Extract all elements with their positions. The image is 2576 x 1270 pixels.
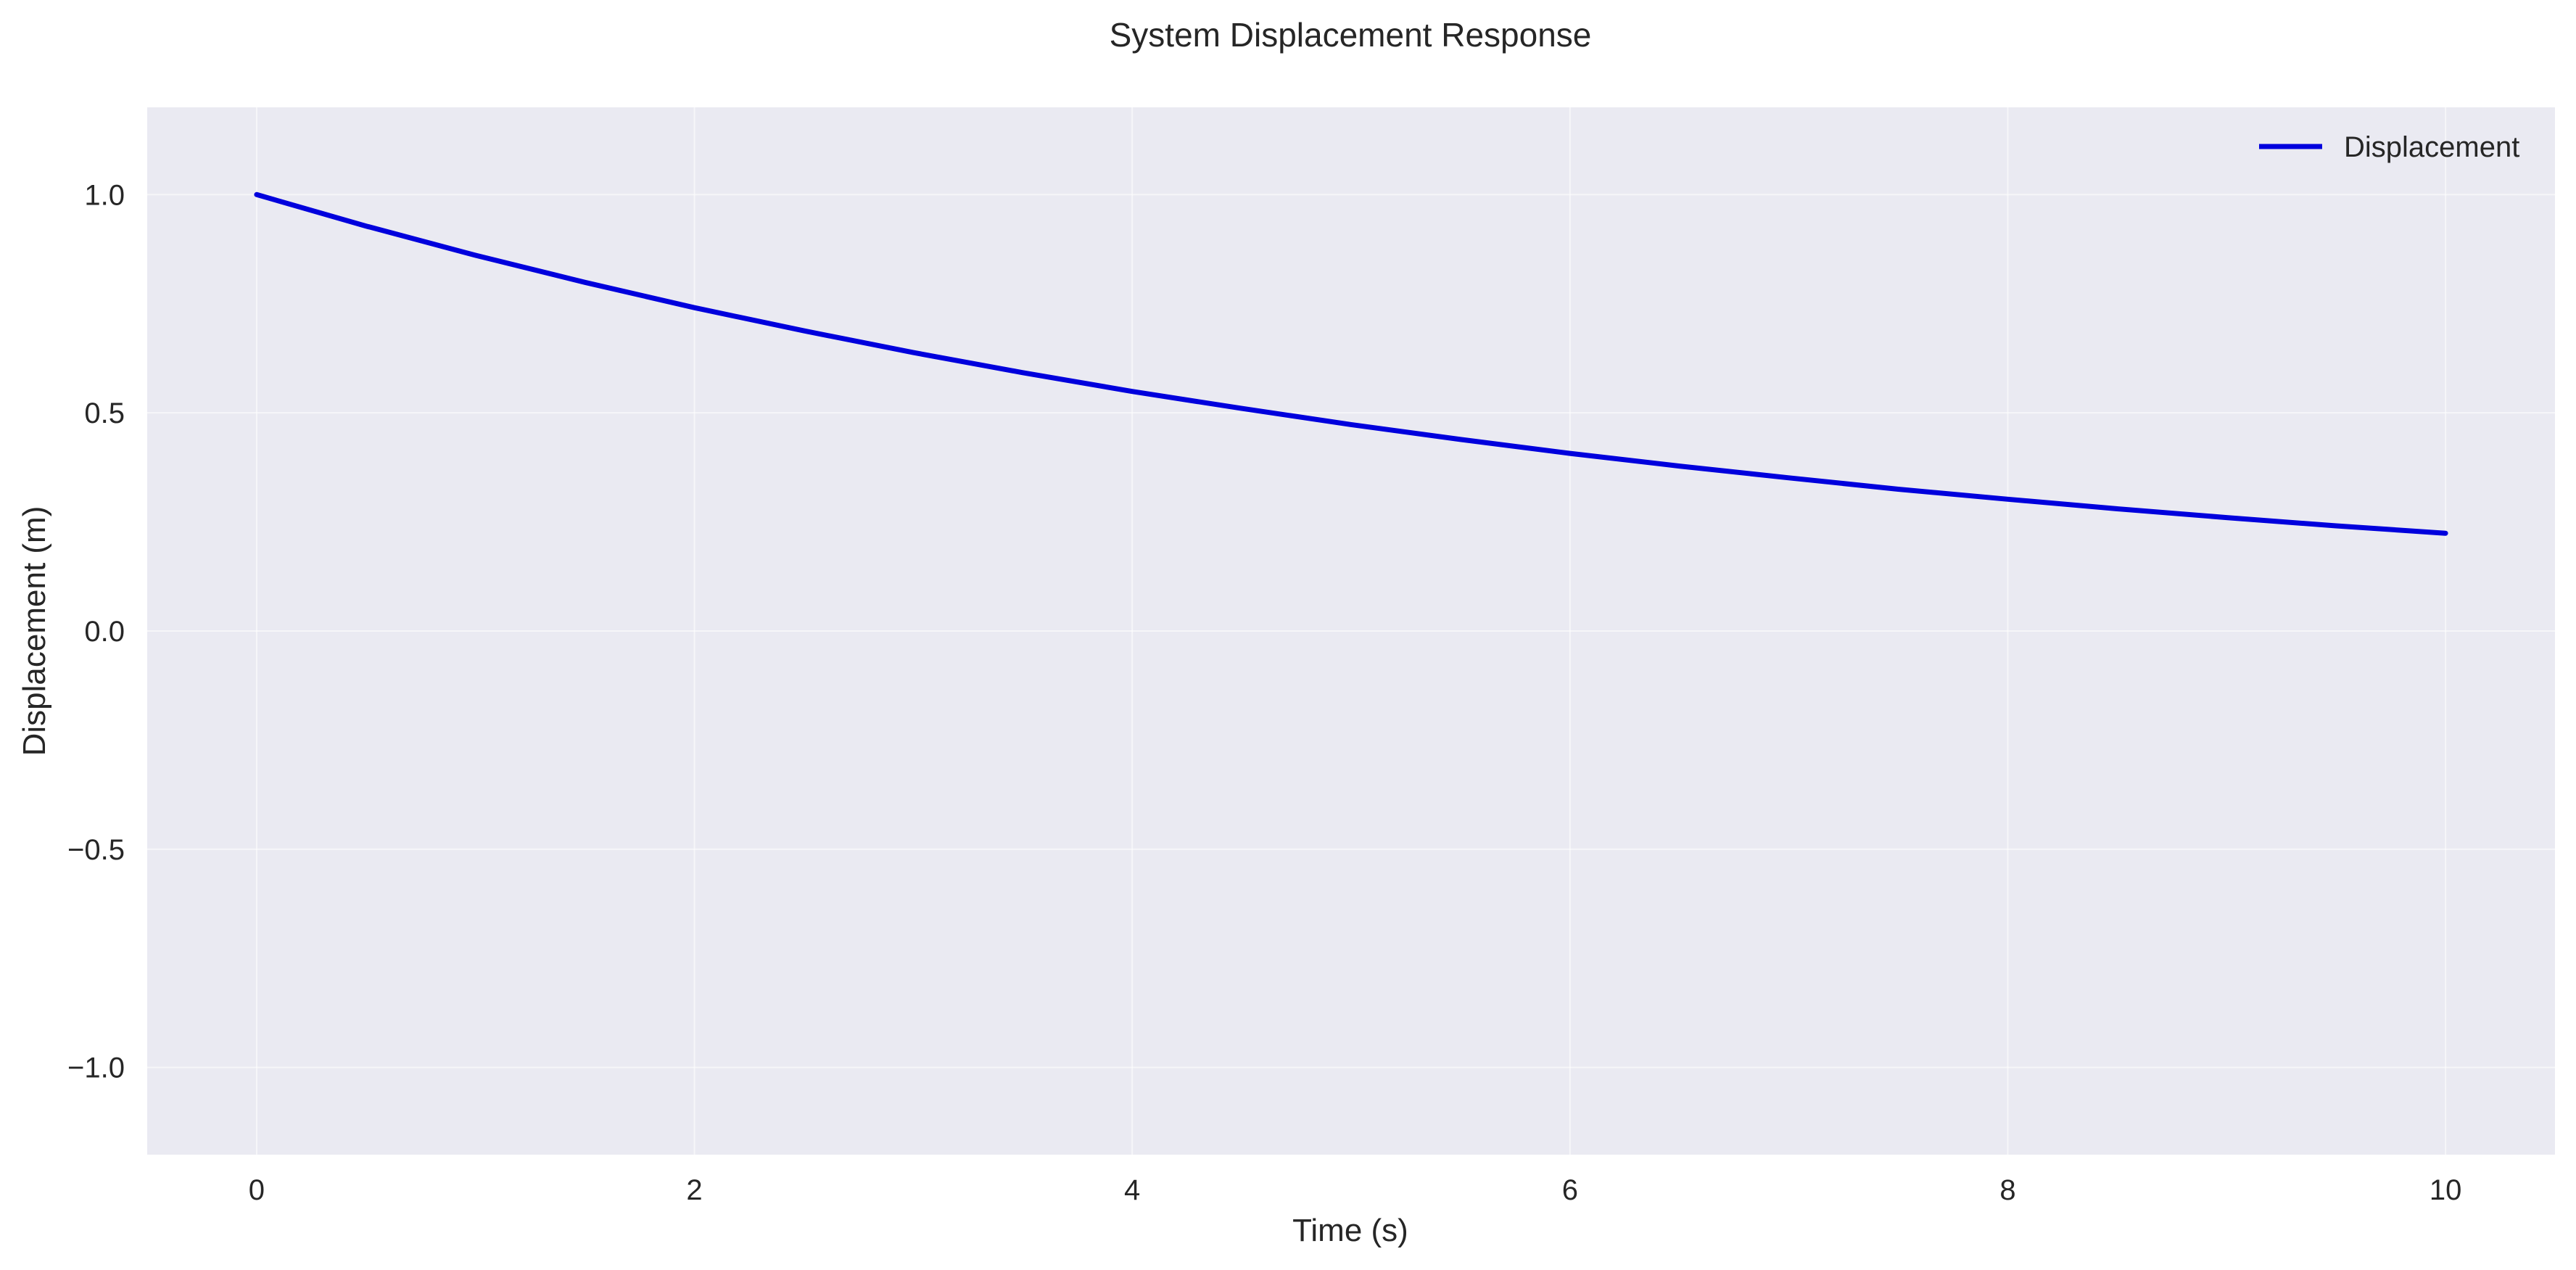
x-tick-label: 6 [1562, 1174, 1578, 1206]
grid-lines [147, 107, 2555, 1155]
legend: Displacement [2259, 131, 2519, 163]
y-tick-label: 0.0 [84, 616, 125, 648]
x-axis-label: Time (s) [1292, 1213, 1408, 1248]
y-tick-label: −1.0 [67, 1052, 125, 1084]
y-tick-label: 0.5 [84, 397, 125, 429]
y-tick-label: 1.0 [84, 179, 125, 211]
x-tick-label: 0 [249, 1174, 265, 1206]
x-tick-label: 10 [2430, 1174, 2462, 1206]
chart-title: System Displacement Response [1110, 16, 1592, 54]
series-line-displacement [254, 191, 2448, 536]
x-tick-label: 2 [686, 1174, 702, 1206]
y-axis-label: Displacement (m) [17, 506, 52, 756]
x-tick-label: 8 [1999, 1174, 2015, 1206]
legend-label-displacement: Displacement [2344, 131, 2519, 163]
tick-labels: 0 2 4 6 8 10 1.0 0.5 0.0 −0.5 −1.0 [67, 179, 2461, 1206]
y-tick-label: −0.5 [67, 834, 125, 866]
series-lines [254, 191, 2448, 536]
x-tick-label: 4 [1124, 1174, 1140, 1206]
